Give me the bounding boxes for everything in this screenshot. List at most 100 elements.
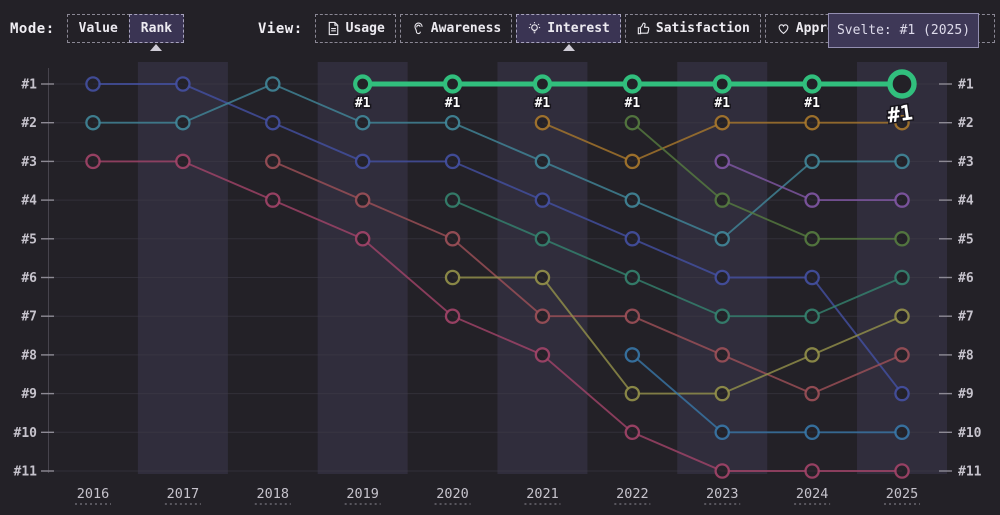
mode-label: Mode: bbox=[10, 20, 55, 37]
data-point[interactable] bbox=[624, 347, 641, 363]
mode-value-button[interactable]: Value bbox=[66, 14, 130, 43]
data-point[interactable] bbox=[444, 192, 461, 208]
data-point[interactable] bbox=[354, 153, 371, 170]
data-point[interactable] bbox=[265, 76, 281, 92]
year-band bbox=[137, 62, 228, 474]
rank-annotation: #1 bbox=[714, 96, 730, 111]
year-label[interactable]: 2020 bbox=[436, 486, 469, 502]
data-point[interactable] bbox=[714, 269, 730, 286]
data-point[interactable] bbox=[354, 192, 371, 208]
data-point[interactable] bbox=[804, 424, 820, 441]
data-point[interactable] bbox=[804, 385, 820, 402]
view-satisfaction-button[interactable]: Satisfaction bbox=[624, 14, 761, 43]
data-point[interactable] bbox=[444, 114, 461, 131]
data-point[interactable] bbox=[714, 114, 730, 131]
year-band bbox=[857, 62, 948, 474]
data-point[interactable] bbox=[714, 308, 730, 324]
data-point[interactable] bbox=[534, 114, 551, 131]
data-point[interactable] bbox=[265, 114, 281, 131]
year-label[interactable]: 2022 bbox=[616, 486, 649, 502]
data-point[interactable] bbox=[532, 74, 553, 94]
data-point[interactable] bbox=[712, 74, 732, 94]
data-point[interactable] bbox=[804, 153, 820, 170]
data-point[interactable] bbox=[804, 269, 820, 286]
series-brick-series bbox=[265, 153, 910, 402]
data-point[interactable] bbox=[714, 153, 730, 170]
data-point[interactable] bbox=[894, 424, 910, 441]
data-point[interactable] bbox=[534, 153, 551, 170]
data-point[interactable] bbox=[444, 308, 461, 324]
data-point[interactable] bbox=[714, 192, 730, 208]
data-point[interactable] bbox=[534, 347, 551, 363]
mode-rank-button[interactable]: Rank bbox=[128, 14, 185, 51]
data-point[interactable] bbox=[624, 308, 641, 324]
data-point[interactable] bbox=[804, 463, 820, 479]
data-point[interactable] bbox=[354, 231, 371, 247]
data-point[interactable] bbox=[175, 114, 191, 131]
data-point[interactable] bbox=[444, 153, 461, 170]
data-point[interactable] bbox=[85, 114, 101, 131]
data-point[interactable] bbox=[804, 308, 820, 324]
year-label[interactable]: 2018 bbox=[257, 486, 290, 502]
mode-value-label: Value bbox=[78, 21, 118, 36]
rank-annotation: #1 bbox=[804, 96, 820, 111]
data-point[interactable] bbox=[534, 269, 551, 286]
data-point[interactable] bbox=[714, 463, 730, 479]
year-label[interactable]: 2017 bbox=[167, 486, 200, 502]
data-point[interactable] bbox=[714, 347, 730, 363]
data-point[interactable] bbox=[442, 74, 463, 94]
data-point[interactable] bbox=[354, 114, 371, 131]
data-point[interactable] bbox=[624, 192, 641, 208]
data-point[interactable] bbox=[887, 69, 917, 99]
data-point[interactable] bbox=[175, 76, 191, 92]
data-point[interactable] bbox=[894, 347, 910, 363]
year-label[interactable]: 2016 bbox=[77, 486, 110, 502]
data-point[interactable] bbox=[534, 231, 551, 247]
series-line bbox=[272, 160, 903, 395]
view-usage-button[interactable]: Usage bbox=[314, 14, 396, 43]
rank-label: #1 bbox=[958, 78, 974, 93]
data-point[interactable] bbox=[624, 385, 641, 402]
data-point[interactable] bbox=[714, 385, 730, 402]
data-point[interactable] bbox=[714, 424, 730, 441]
data-point[interactable] bbox=[265, 153, 281, 170]
data-point[interactable] bbox=[894, 153, 910, 170]
data-point[interactable] bbox=[444, 231, 461, 247]
data-point[interactable] bbox=[265, 192, 281, 208]
data-point[interactable] bbox=[624, 424, 641, 441]
data-point[interactable] bbox=[894, 269, 910, 286]
data-point[interactable] bbox=[802, 74, 822, 94]
data-point[interactable] bbox=[804, 192, 820, 208]
view-interest-button[interactable]: Interest bbox=[516, 14, 621, 51]
data-point[interactable] bbox=[894, 308, 910, 324]
year-label[interactable]: 2021 bbox=[526, 486, 559, 502]
data-point[interactable] bbox=[85, 76, 101, 92]
data-point[interactable] bbox=[353, 74, 373, 94]
data-point[interactable] bbox=[714, 231, 730, 247]
data-point[interactable] bbox=[894, 192, 910, 208]
mode-rank-label: Rank bbox=[140, 21, 173, 36]
data-point[interactable] bbox=[624, 114, 641, 131]
data-point[interactable] bbox=[894, 385, 910, 402]
data-point[interactable] bbox=[622, 74, 642, 94]
data-point[interactable] bbox=[624, 153, 641, 170]
data-point[interactable] bbox=[85, 153, 101, 170]
year-label[interactable]: 2025 bbox=[886, 486, 919, 502]
data-point[interactable] bbox=[894, 114, 910, 131]
data-point[interactable] bbox=[804, 231, 820, 247]
year-label[interactable]: 2024 bbox=[796, 486, 829, 502]
data-point[interactable] bbox=[894, 231, 910, 247]
data-point[interactable] bbox=[624, 231, 641, 247]
year-label[interactable]: 2019 bbox=[346, 486, 379, 502]
data-point[interactable] bbox=[534, 192, 551, 208]
data-point[interactable] bbox=[894, 463, 910, 479]
view-awareness-button[interactable]: Awareness bbox=[399, 14, 513, 43]
data-point[interactable] bbox=[804, 347, 820, 363]
data-point[interactable] bbox=[534, 308, 551, 324]
year-label[interactable]: 2023 bbox=[706, 486, 739, 502]
data-point[interactable] bbox=[804, 114, 820, 131]
data-point[interactable] bbox=[624, 269, 641, 286]
data-point[interactable] bbox=[444, 269, 461, 286]
data-point[interactable] bbox=[175, 153, 191, 170]
series-line bbox=[93, 82, 903, 240]
